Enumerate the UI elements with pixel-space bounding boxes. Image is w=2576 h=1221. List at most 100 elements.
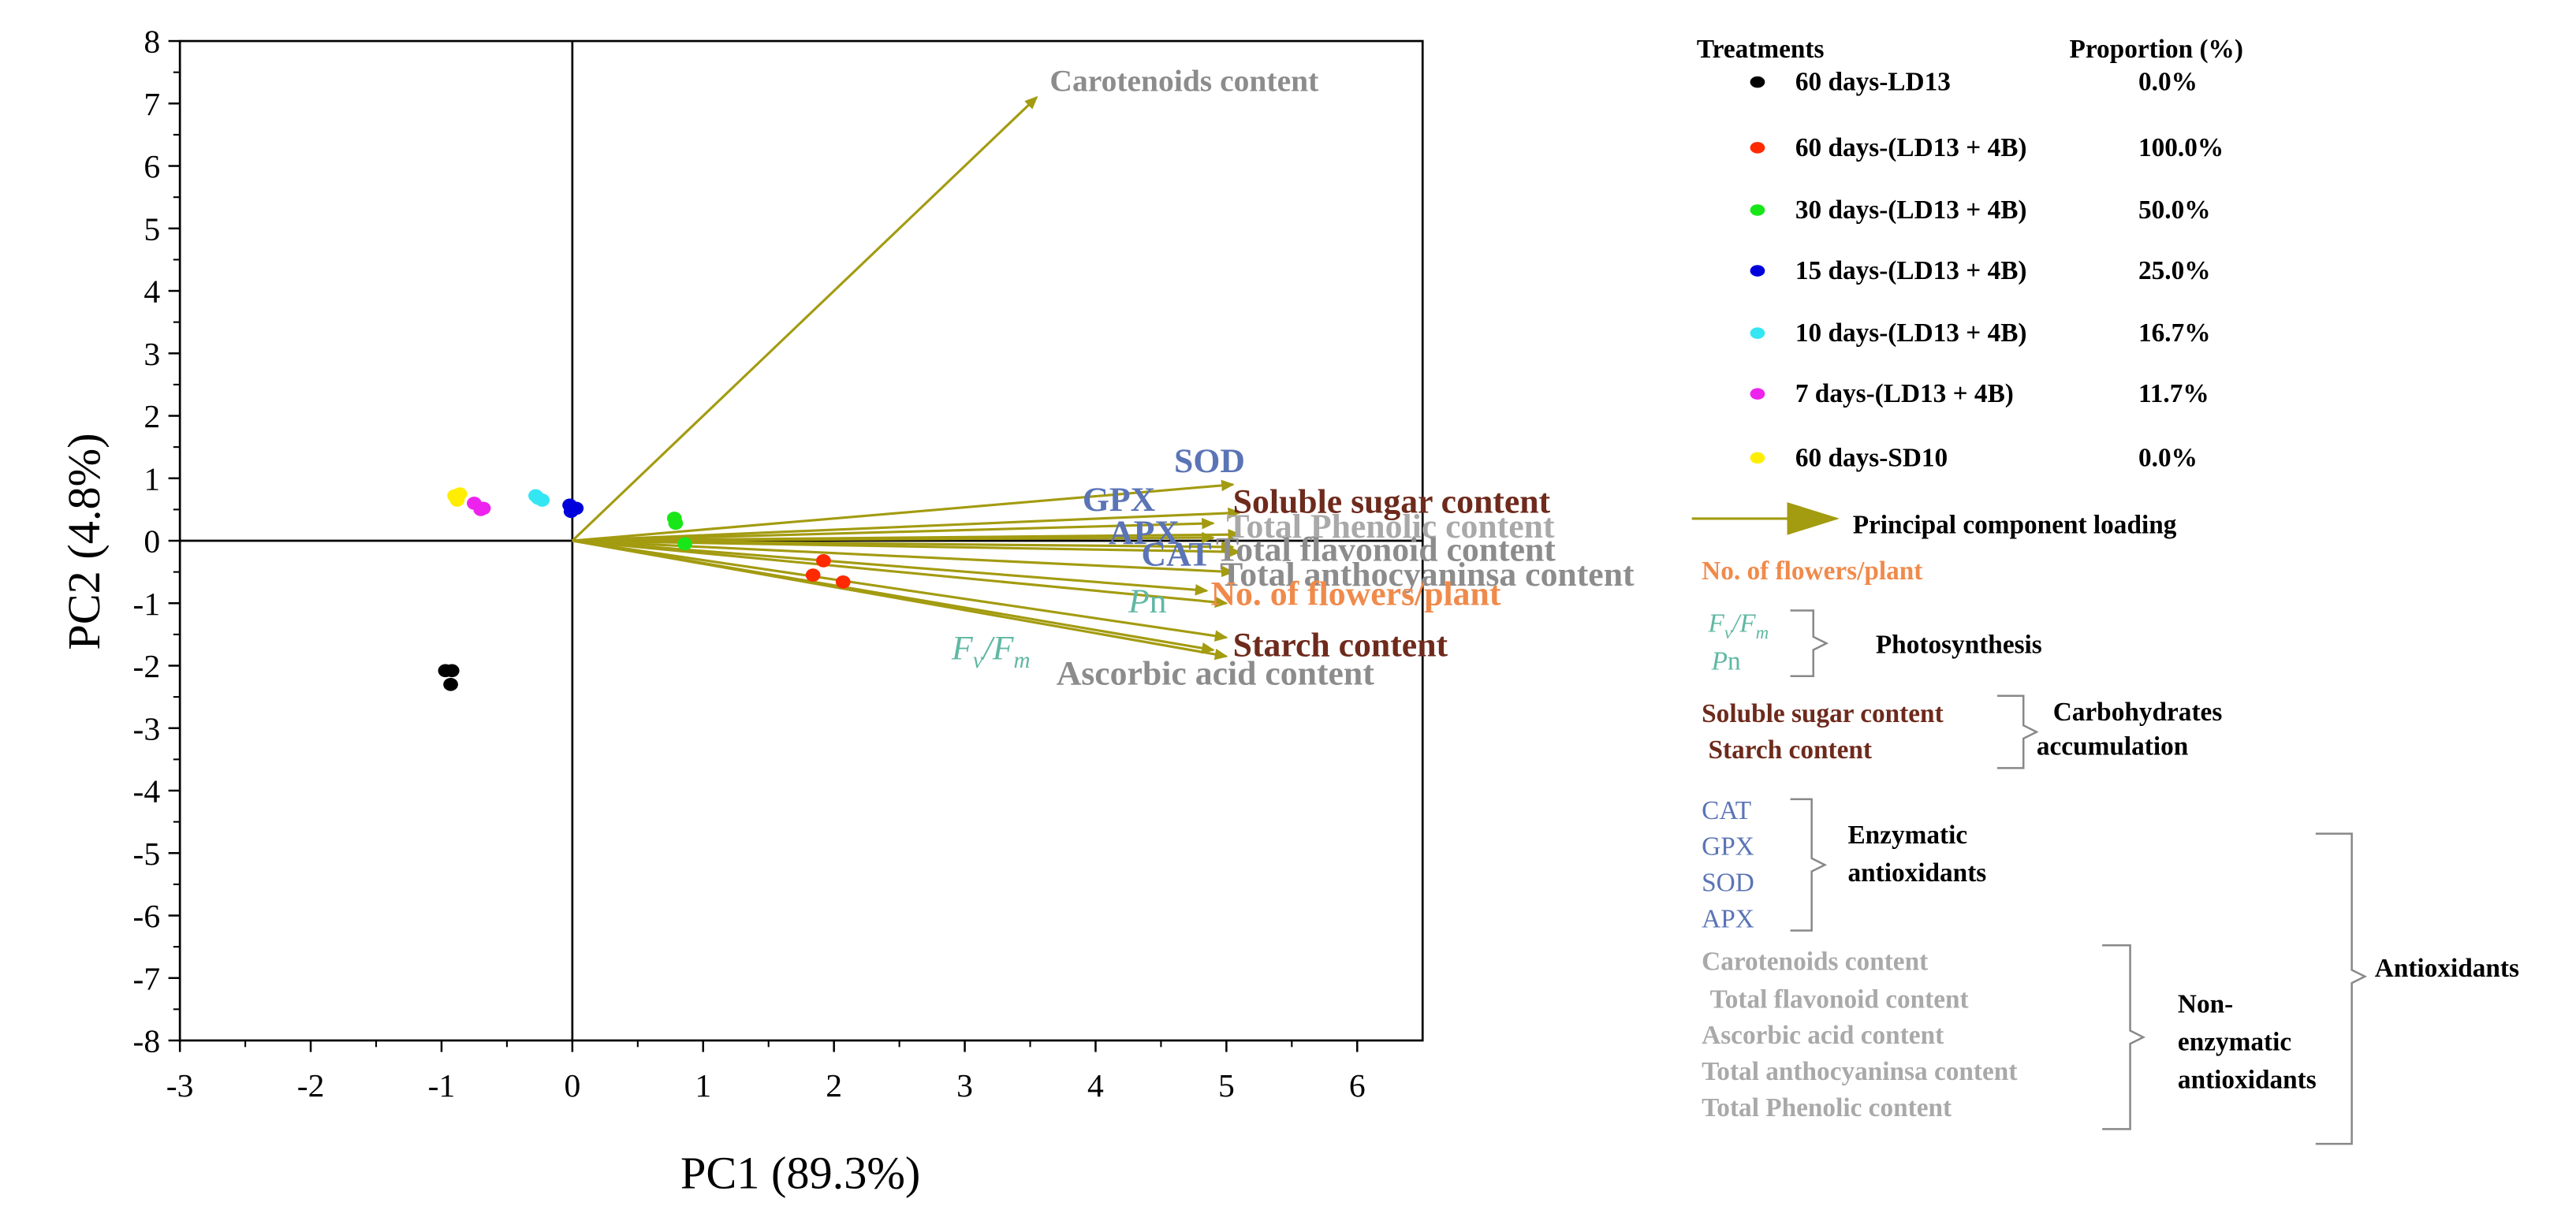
loading-label: GPX <box>1083 481 1156 519</box>
legend-proportion-value: 50.0% <box>2138 195 2211 225</box>
carbohydrates-brace <box>1996 694 2039 769</box>
loading-label: No. of flowers/plant <box>1210 575 1500 613</box>
score-point <box>531 491 546 505</box>
legend-starch: Starch content <box>1708 735 1871 765</box>
loading-label: CAT <box>1142 536 1212 574</box>
legend-anthocyanin: Total anthocyaninsa content <box>1702 1057 2017 1086</box>
loading-arrow <box>572 507 1242 542</box>
y-tick-label: -5 <box>132 836 160 873</box>
score-points <box>438 487 851 691</box>
y-tick-label: -8 <box>132 1024 160 1060</box>
legend-enzymatic-label-1: Enzymatic <box>1847 821 1967 850</box>
loading-arrow <box>572 539 1215 654</box>
x-tick-label: 6 <box>1349 1068 1366 1104</box>
y-tick-label: 3 <box>144 337 160 373</box>
legend-proportion-value: 16.7% <box>2138 318 2211 348</box>
legend-pn: Pn <box>1711 646 1741 676</box>
legend-phenolic: Total Phenolic content <box>1702 1093 1952 1122</box>
loading-label: SOD <box>1174 442 1245 480</box>
legend-flavonoid: Total flavonoid content <box>1710 985 1969 1014</box>
legend-marker <box>1750 76 1765 88</box>
legend-proportion-value: 11.7% <box>2138 379 2209 408</box>
x-tick-label: 1 <box>695 1068 711 1104</box>
score-point <box>563 504 579 519</box>
score-point <box>805 568 821 582</box>
legend-ascorbic: Ascorbic acid content <box>1702 1021 1944 1050</box>
legend-marker <box>1750 327 1765 339</box>
legend-enzymatic-label-2: antioxidants <box>1847 858 1986 888</box>
legend-non-enzymatic-label-2: enzymatic <box>2178 1027 2291 1056</box>
x-axis-ticks: -3 -2 -1 0 1 2 3 4 5 6 <box>166 1040 1366 1104</box>
legend-marker <box>1750 265 1765 277</box>
legend-photosynthesis-label: Photosynthesis <box>1876 631 2042 660</box>
y-tick-label: 4 <box>144 274 160 311</box>
x-tick-label: 0 <box>564 1068 580 1104</box>
legend-treatment-name: 60 days-SD10 <box>1795 443 1948 472</box>
loading-label: Soluble sugar content <box>1233 482 1551 520</box>
legend-fv-fm: Fv/Fm <box>1707 609 1769 642</box>
legend-treatments-header: Treatments <box>1697 35 1825 64</box>
score-point <box>668 516 684 530</box>
y-tick-label: -2 <box>132 649 160 685</box>
legend-carotenoids: Carotenoids content <box>1702 947 1928 976</box>
legend-treatment-name: 60 days-(LD13 + 4B) <box>1795 133 2027 162</box>
loading-label: APX <box>1109 514 1180 552</box>
score-point <box>816 554 831 568</box>
x-tick-label: -2 <box>297 1068 325 1104</box>
y-tick-label: 0 <box>144 524 160 560</box>
legend-marker <box>1750 142 1765 154</box>
photosynthesis-brace <box>1790 609 1829 678</box>
loading-arrow <box>572 479 1235 542</box>
legend-carbohydrates-label-2: accumulation <box>2037 732 2189 761</box>
legend-marker <box>1750 204 1765 216</box>
legend-non-enzymatic-label-3: antioxidants <box>2178 1065 2317 1094</box>
x-tick-label: 5 <box>1218 1068 1235 1104</box>
legend-treatment-name: 10 days-(LD13 + 4B) <box>1795 318 2027 348</box>
legend-proportion-header: Proportion (%) <box>2070 35 2243 64</box>
x-tick-label: 4 <box>1087 1068 1104 1104</box>
legend-treatment-name: 7 days-(LD13 + 4B) <box>1795 379 2014 408</box>
legend-marker <box>1750 452 1765 464</box>
loading-label: Total anthocyaninsa content <box>1220 556 1635 594</box>
legend-soluble-sugar: Soluble sugar content <box>1702 699 1944 728</box>
score-point <box>475 501 491 516</box>
legend-sod: SOD <box>1702 869 1754 898</box>
legend-carbohydrates-label-1: Carbohydrates <box>2053 698 2223 727</box>
legend-proportion-value: 100.0% <box>2138 133 2224 162</box>
legend-marker <box>1750 388 1765 400</box>
y-tick-label: 8 <box>144 24 160 61</box>
y-axis-ticks: -8 -7 -6 -5 -4 -3 -2 -1 0 1 2 3 4 5 6 7 8 <box>132 24 181 1060</box>
loading-arrow <box>572 539 1228 609</box>
legend-non-enzymatic-label-1: Non- <box>2178 990 2233 1019</box>
legend-cat: CAT <box>1702 796 1751 825</box>
y-tick-label: -4 <box>132 774 160 810</box>
loading-arrow <box>572 517 1215 542</box>
y-tick-label: -1 <box>132 586 160 623</box>
non-enzymatic-brace <box>2102 944 2146 1130</box>
legend-antioxidants-label: Antioxidants <box>2375 954 2519 983</box>
x-axis-title: PC1 (89.3%) <box>680 1147 920 1198</box>
legend-flowers-label: No. of flowers/plant <box>1702 557 1922 586</box>
y-tick-label: 1 <box>144 461 160 497</box>
x-tick-label: -3 <box>166 1068 194 1104</box>
legend-treatment-items: 60 days-LD13 0.0% 60 days-(LD13 + 4B) 100.0… <box>1750 68 2224 472</box>
legend-proportion-value: 0.0% <box>2138 443 2198 472</box>
loading-label: Fv/Fm <box>951 630 1031 673</box>
score-point <box>677 537 692 551</box>
y-tick-label: -7 <box>132 961 160 997</box>
loading-label: Starch content <box>1233 627 1448 664</box>
enzymatic-brace <box>1790 798 1828 932</box>
y-tick-label: -6 <box>132 899 160 935</box>
legend-treatment-name: 30 days-(LD13 + 4B) <box>1795 195 2027 225</box>
legend-loading-label: Principal component loading <box>1853 511 2177 540</box>
legend-proportion-value: 0.0% <box>2138 68 2198 97</box>
x-tick-label: 2 <box>826 1068 842 1104</box>
loading-arrow <box>571 95 1038 542</box>
loading-label: Total flavonoid content <box>1216 530 1556 568</box>
score-point <box>444 664 460 678</box>
score-point <box>835 575 851 589</box>
y-tick-label: -3 <box>132 711 160 747</box>
y-tick-label: 2 <box>144 399 160 435</box>
score-point <box>443 677 458 691</box>
